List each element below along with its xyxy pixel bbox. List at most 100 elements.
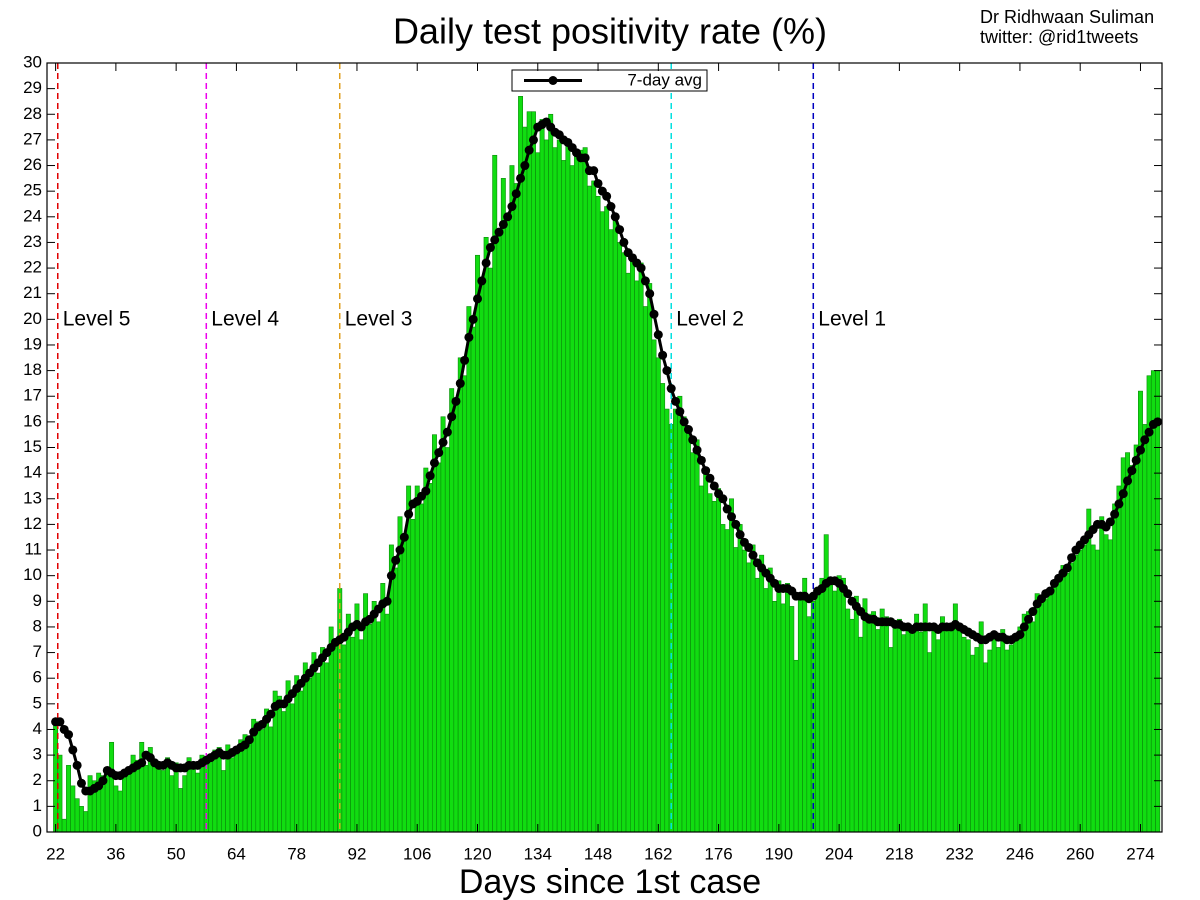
avg-marker [606,202,616,212]
avg-marker [473,294,483,304]
y-tick-label: 15 [23,437,42,456]
avg-marker [511,189,521,199]
bar [638,262,644,833]
bar [401,539,407,833]
y-tick-label: 3 [33,745,42,764]
bar [427,483,433,833]
y-tick-label: 4 [33,719,42,738]
avg-marker [1127,466,1137,476]
avg-marker [692,445,702,455]
y-tick-label: 21 [23,283,42,302]
avg-marker [1118,489,1128,499]
bar [599,211,605,833]
bar [324,662,330,833]
bar [927,652,932,833]
bar [858,636,864,833]
bar [1039,600,1044,833]
bar [832,590,838,833]
bar [879,608,885,833]
bar [978,621,984,833]
y-tick-label: 2 [33,770,42,789]
y-tick-label: 26 [23,155,42,174]
bar [673,408,678,833]
bar [655,357,661,833]
bar [1034,593,1040,833]
x-tick-label: 50 [167,844,186,863]
bar [565,144,571,833]
bar [948,624,954,833]
bar [828,583,833,833]
y-tick-label: 0 [33,821,42,840]
bar [289,703,295,833]
avg-marker [137,758,147,768]
bar [642,306,648,833]
bar [470,326,476,833]
bar [776,580,782,833]
y-tick-label: 9 [33,591,42,610]
bar [380,583,386,833]
bar [423,467,429,833]
bar [483,237,489,833]
avg-marker [520,161,530,171]
avg-marker [662,366,672,376]
bar [1077,549,1083,833]
bar [126,770,132,833]
bar [152,762,158,833]
x-axis-label: Days since 1st case [459,863,761,900]
avg-marker [447,412,457,422]
bar [750,544,756,833]
bar [698,485,704,833]
y-tick-label: 25 [23,181,42,200]
bar [70,785,76,833]
bar [444,447,450,833]
bar [892,626,898,833]
bar [733,547,739,833]
bar [358,639,364,833]
bar [853,595,859,833]
bar [1120,457,1126,833]
avg-marker [404,509,414,519]
avg-marker [671,396,681,406]
bar [746,562,752,833]
level-label: Level 5 [63,308,131,331]
bar [449,388,455,833]
x-tick-label: 120 [463,844,491,863]
bar [259,729,265,833]
x-tick-label: 106 [403,844,431,863]
bar [617,242,623,833]
bar [500,178,506,833]
bar [586,185,592,833]
bar [793,659,799,833]
bar [233,749,239,833]
y-tick-label: 27 [23,129,42,148]
y-tick-label: 12 [23,514,42,533]
bar [1047,588,1053,833]
bar [1086,508,1092,833]
y-tick-label: 13 [23,488,42,507]
bar [341,644,347,833]
avg-marker [1123,476,1133,486]
legend-box [511,69,708,92]
y-tick-label: 8 [33,616,42,635]
bar [332,644,338,833]
bar [957,624,963,833]
bar [496,234,502,833]
avg-marker [494,227,504,237]
avg-marker [589,166,599,176]
y-tick-label: 7 [33,642,42,661]
bar [1107,539,1113,833]
avg-marker [709,481,719,491]
avg-marker [524,145,534,155]
avg-marker [460,355,470,365]
bar [208,759,214,833]
bar [410,518,416,833]
avg-marker [455,378,465,388]
bar [677,395,683,833]
bar [974,647,980,833]
bar [724,529,730,833]
bar [754,577,760,833]
bar [345,613,351,833]
bar [815,588,821,833]
y-tick-label: 6 [33,668,42,687]
bar [952,603,958,833]
